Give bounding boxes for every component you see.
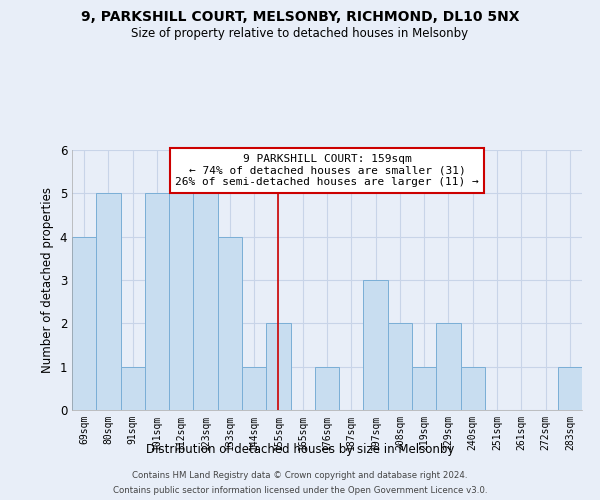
Text: Contains HM Land Registry data © Crown copyright and database right 2024.: Contains HM Land Registry data © Crown c…: [132, 471, 468, 480]
Bar: [558, 366, 582, 410]
Text: 9, PARKSHILL COURT, MELSONBY, RICHMOND, DL10 5NX: 9, PARKSHILL COURT, MELSONBY, RICHMOND, …: [81, 10, 519, 24]
Bar: [436, 324, 461, 410]
Bar: [145, 194, 169, 410]
Bar: [412, 366, 436, 410]
Bar: [364, 280, 388, 410]
Bar: [169, 194, 193, 410]
Bar: [218, 236, 242, 410]
Text: 9 PARKSHILL COURT: 159sqm
← 74% of detached houses are smaller (31)
26% of semi-: 9 PARKSHILL COURT: 159sqm ← 74% of detac…: [175, 154, 479, 187]
Bar: [72, 236, 96, 410]
Text: Distribution of detached houses by size in Melsonby: Distribution of detached houses by size …: [146, 442, 454, 456]
Bar: [315, 366, 339, 410]
Bar: [242, 366, 266, 410]
Bar: [193, 194, 218, 410]
Bar: [388, 324, 412, 410]
Text: Contains public sector information licensed under the Open Government Licence v3: Contains public sector information licen…: [113, 486, 487, 495]
Bar: [96, 194, 121, 410]
Bar: [121, 366, 145, 410]
Bar: [266, 324, 290, 410]
Bar: [461, 366, 485, 410]
Y-axis label: Number of detached properties: Number of detached properties: [41, 187, 54, 373]
Text: Size of property relative to detached houses in Melsonby: Size of property relative to detached ho…: [131, 28, 469, 40]
